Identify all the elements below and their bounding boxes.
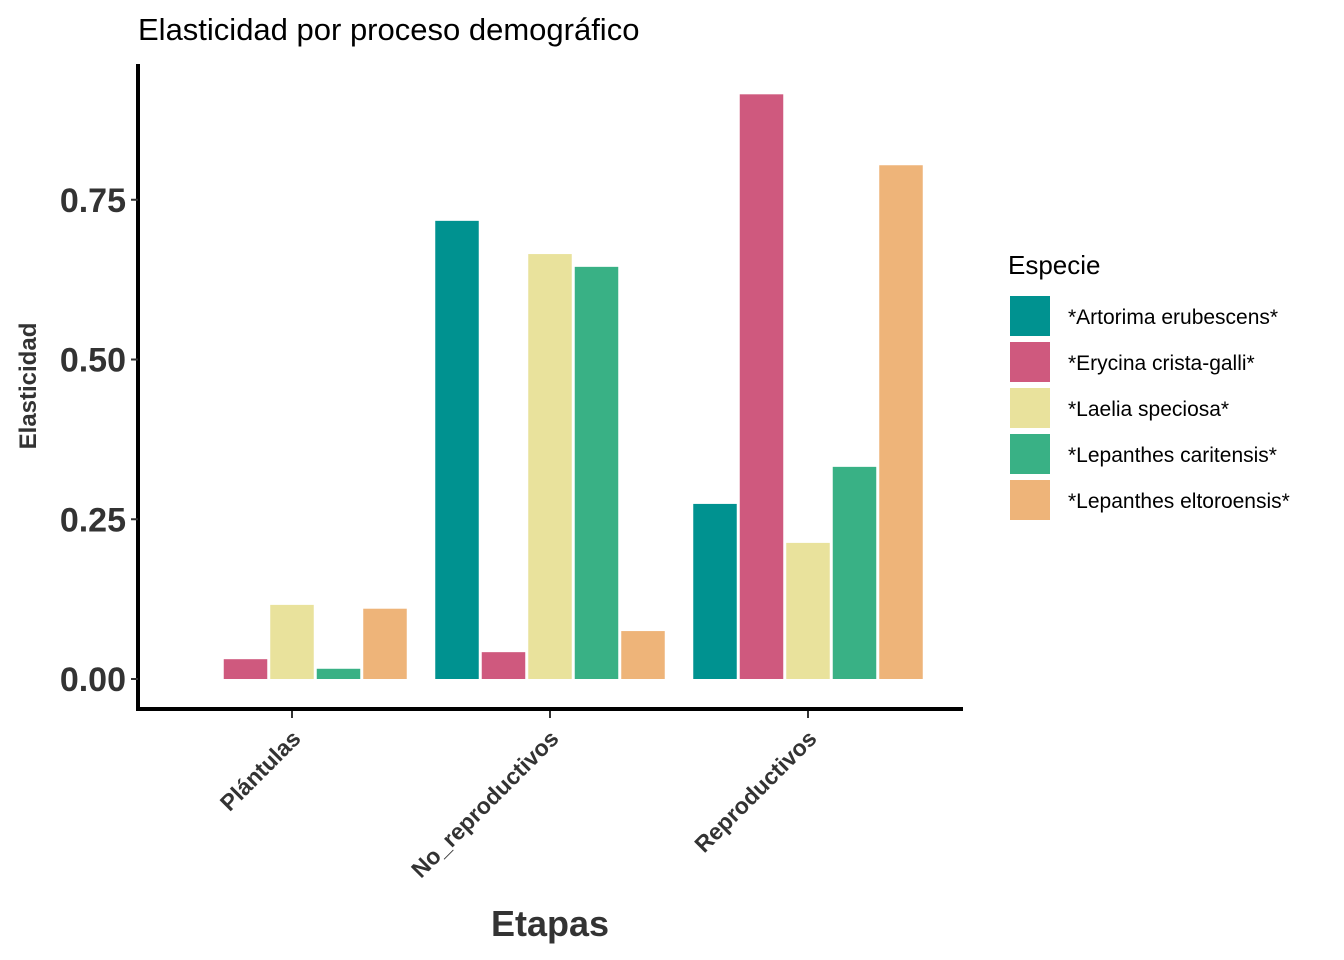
bar xyxy=(879,165,923,679)
legend-swatch xyxy=(1010,480,1050,520)
y-tick-label: 0.50 xyxy=(60,342,126,380)
legend-label: *Lepanthes caritensis* xyxy=(1068,444,1277,467)
bar xyxy=(363,608,407,679)
y-ticks: 0.00 0.25 0.50 0.75 xyxy=(60,182,138,699)
legend-swatch xyxy=(1010,434,1050,474)
legend-label: *Laelia speciosa* xyxy=(1068,398,1229,421)
chart-title: Elasticidad por proceso demográfico xyxy=(138,12,639,47)
legend-label: *Lepanthes eltoroensis* xyxy=(1068,490,1290,513)
bar xyxy=(481,652,526,679)
x-tick-label: No_reproductivos xyxy=(406,725,564,883)
legend-label: *Artorima erubescens* xyxy=(1068,306,1278,329)
bar xyxy=(621,631,665,679)
x-ticks: Plántulas No_reproductivos Reproductivos xyxy=(215,711,822,883)
bars-layer xyxy=(223,94,923,679)
legend-swatch xyxy=(1010,388,1050,428)
bar xyxy=(739,94,784,679)
y-axis-title: Elasticidad xyxy=(15,323,42,450)
bar xyxy=(693,503,737,679)
legend-swatch xyxy=(1010,296,1050,336)
legend-swatch xyxy=(1010,342,1050,382)
legend-label: *Erycina crista-galli* xyxy=(1068,352,1255,375)
bar xyxy=(316,668,361,679)
bar xyxy=(574,266,619,679)
y-tick-label: 0.25 xyxy=(60,501,126,539)
legend: Especie *Artorima erubescens* *Erycina cr… xyxy=(1008,250,1290,520)
bar xyxy=(832,466,877,679)
bar xyxy=(270,604,314,679)
legend-title: Especie xyxy=(1008,250,1101,280)
bar xyxy=(435,220,479,679)
bar xyxy=(786,542,830,679)
x-tick-label: Plántulas xyxy=(215,725,306,816)
y-tick-label: 0.00 xyxy=(60,661,126,699)
x-axis-title: Etapas xyxy=(491,903,609,944)
x-tick-label: Reproductivos xyxy=(689,725,821,857)
bar xyxy=(223,659,268,679)
y-tick-label: 0.75 xyxy=(60,182,126,220)
bar xyxy=(528,254,572,679)
